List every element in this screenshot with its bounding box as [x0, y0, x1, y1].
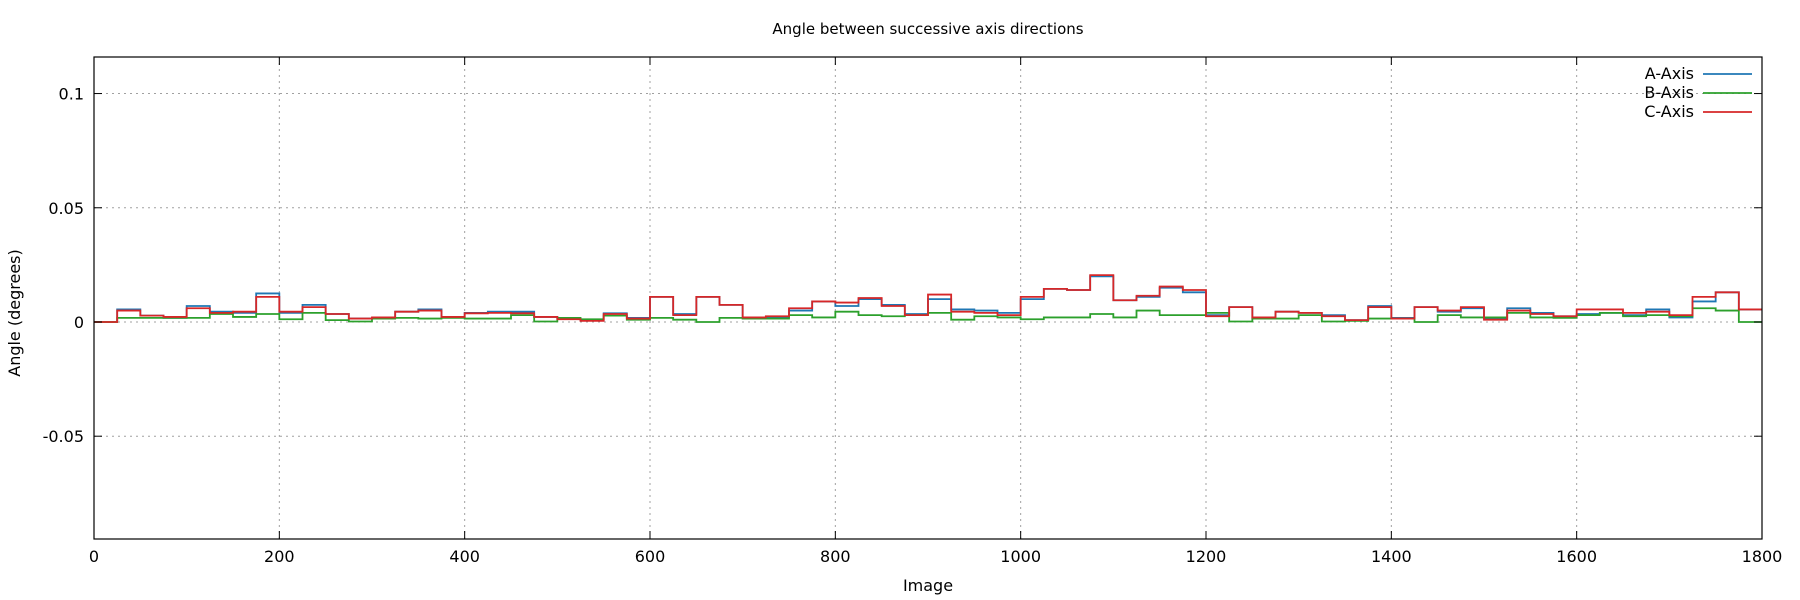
series-line-c-axis	[94, 274, 1762, 323]
y-tick-label: -0.05	[43, 427, 84, 446]
y-axis-label: Angle (degrees)	[5, 249, 24, 377]
chart-title: Angle between successive axis directions	[772, 20, 1083, 38]
legend-label-a-axis: A-Axis	[1645, 64, 1694, 83]
x-tick-label: 1000	[1000, 547, 1041, 566]
x-tick-label: 600	[635, 547, 666, 566]
x-tick-label: 800	[820, 547, 851, 566]
plot-area	[94, 274, 1762, 323]
x-tick-label: 1400	[1371, 547, 1412, 566]
x-axis-label: Image	[903, 576, 953, 595]
legend-label-c-axis: C-Axis	[1644, 102, 1694, 121]
y-tick-label: 0.05	[48, 199, 84, 218]
x-tick-label: 200	[264, 547, 295, 566]
legend-label-b-axis: B-Axis	[1644, 83, 1694, 102]
x-tick-label: 1200	[1186, 547, 1227, 566]
x-tick-label: 1800	[1742, 547, 1783, 566]
y-tick-label: 0	[74, 313, 84, 332]
axis-ticks: 0 200 400 600 800 1000 1200 1400 1600 1800 -0.05 0 0…	[43, 57, 1783, 566]
x-tick-label: 0	[89, 547, 99, 566]
plot-frame	[93, 56, 1763, 540]
y-tick-label: 0.1	[59, 85, 84, 104]
x-tick-label: 1600	[1556, 547, 1597, 566]
x-tick-label: 400	[449, 547, 480, 566]
